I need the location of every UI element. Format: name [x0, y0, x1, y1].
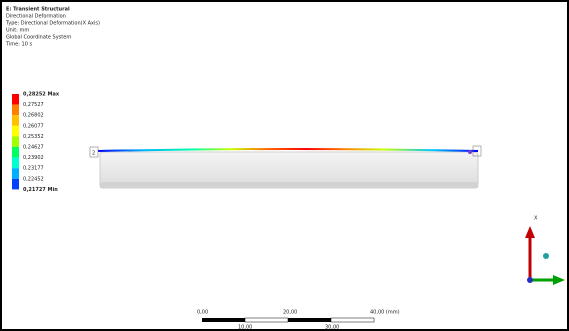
graphics-window: E: Transient StructuralDirectional Defor…: [0, 0, 569, 331]
header-line: Directional Deformation: [6, 14, 66, 20]
probe-marker: [468, 150, 472, 154]
legend-label: 0,24627: [23, 145, 44, 151]
scale-seg: [202, 318, 245, 322]
scale-seg: [245, 318, 288, 322]
legend-label: 0,23177: [23, 166, 44, 172]
legend-swatch: [12, 115, 19, 126]
triad-z: [527, 277, 533, 283]
viewport: E: Transient StructuralDirectional Defor…: [0, 0, 569, 331]
scale-label: 40,00 (mm): [370, 310, 400, 316]
scale-label: 10,00: [238, 325, 252, 331]
legend-label: 0,26077: [23, 123, 44, 129]
legend-swatch: [12, 158, 19, 169]
legend-label: 0,26802: [23, 113, 44, 119]
legend-swatch: [12, 179, 19, 190]
beam-bottom: [100, 182, 478, 188]
scale-seg: [331, 318, 374, 322]
header-line: Global Coordinate System: [6, 35, 71, 41]
header-line: Unit: mm: [6, 28, 29, 34]
legend-label: 0,22452: [23, 176, 44, 182]
triad-y-head: [553, 275, 565, 285]
probe-label: 2: [92, 151, 95, 157]
legend-label: 0,21727 Min: [23, 187, 58, 193]
scale-label: 30,00: [325, 325, 339, 331]
legend-swatch: [12, 105, 19, 116]
legend-swatch: [12, 136, 19, 147]
legend-label: 0,28252 Max: [23, 92, 60, 98]
scale-seg: [288, 318, 331, 322]
legend-swatch: [12, 147, 19, 158]
legend: 0,28252 Max 0,27527 0,26802 0,26077 0,25352 0…: [12, 92, 60, 193]
header-line: E: Transient Structural: [6, 7, 70, 13]
beam-contour: [98, 149, 478, 151]
legend-label: 0,23902: [23, 155, 44, 161]
scale-label: 20,00: [283, 310, 297, 316]
legend-swatch: [12, 94, 19, 105]
legend-swatch: [12, 126, 19, 137]
legend-swatch: [12, 168, 19, 179]
legend-label: 0,25352: [23, 134, 44, 140]
legend-label: 0,27527: [23, 102, 44, 108]
scale-label: 0,00: [197, 310, 208, 316]
header-line: Time: 10 s: [5, 42, 32, 48]
triad-x-head: [525, 226, 535, 238]
header-line: Type: Directional Deformation(X Axis): [5, 21, 100, 27]
triad-label: X: [534, 216, 538, 222]
triad-iso: [543, 253, 549, 259]
